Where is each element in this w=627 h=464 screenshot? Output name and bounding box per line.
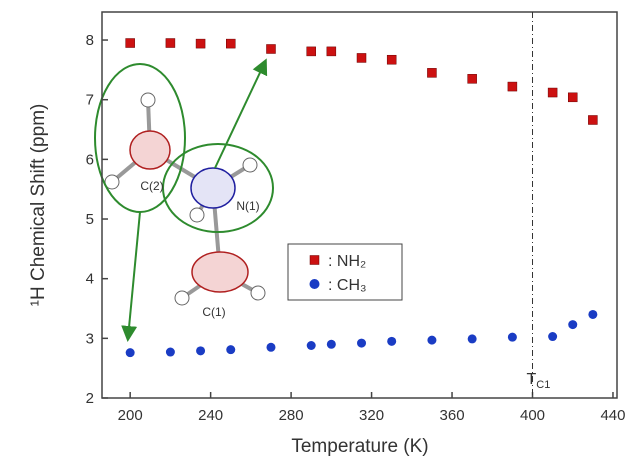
x-tick-label: 400 [520,407,545,424]
x-tick-label: 360 [440,407,465,424]
data-point [166,348,175,357]
legend-marker [310,256,319,265]
data-point [548,88,557,97]
data-point [266,44,275,53]
data-point [307,47,316,56]
data-point [387,55,396,64]
y-tick-label: 3 [86,330,94,347]
y-tick-label: 2 [86,390,94,407]
data-point [508,333,517,342]
x-axis-label: Temperature (K) [291,436,428,457]
data-point [588,310,597,319]
x-tick-label: 440 [600,407,625,424]
molecule-inset: C(2) N(1) C(1) [95,62,273,338]
chart: C(2) N(1) C(1) Temperature (K) ¹H Chemic… [0,0,627,464]
data-point [588,115,597,124]
data-point [226,39,235,48]
y-tick-label: 7 [86,92,94,109]
data-point [427,336,436,345]
y-tick-label: 8 [86,32,94,49]
data-point [166,39,175,48]
legend-label: : CH₃ [328,277,367,294]
data-point [226,345,235,354]
x-tick-label: 240 [198,407,223,424]
data-point [468,74,477,83]
data-point [508,82,517,91]
inset-label: C(2) [140,179,163,193]
data-point [126,348,135,357]
data-point [427,68,436,77]
transition-label-sub: C1 [536,379,550,391]
x-tick-label: 200 [118,407,143,424]
data-point [468,334,477,343]
y-tick-label: 6 [86,151,94,168]
y-tick-label: 4 [86,271,94,288]
data-point [568,93,577,102]
data-point [196,346,205,355]
x-tick-label: 320 [359,407,384,424]
legend-label: : NH₂ [328,253,366,270]
transition-label: TC1 [527,371,551,391]
x-tick-label: 280 [279,407,304,424]
y-tick-label: 5 [86,211,94,228]
transition-label-main: T [527,371,537,388]
inset-label: C(1) [202,305,225,319]
data-point [357,53,366,62]
data-point [126,39,135,48]
data-point [548,332,557,341]
data-point [387,337,396,346]
data-point [327,340,336,349]
inset-label: N(1) [236,199,259,213]
data-point [307,341,316,350]
data-point [568,320,577,329]
data-point [266,343,275,352]
data-point [357,339,366,348]
y-axis-label: ¹H Chemical Shift (ppm) [28,104,49,307]
legend-marker [310,279,320,289]
data-point [327,47,336,56]
data-point [196,39,205,48]
